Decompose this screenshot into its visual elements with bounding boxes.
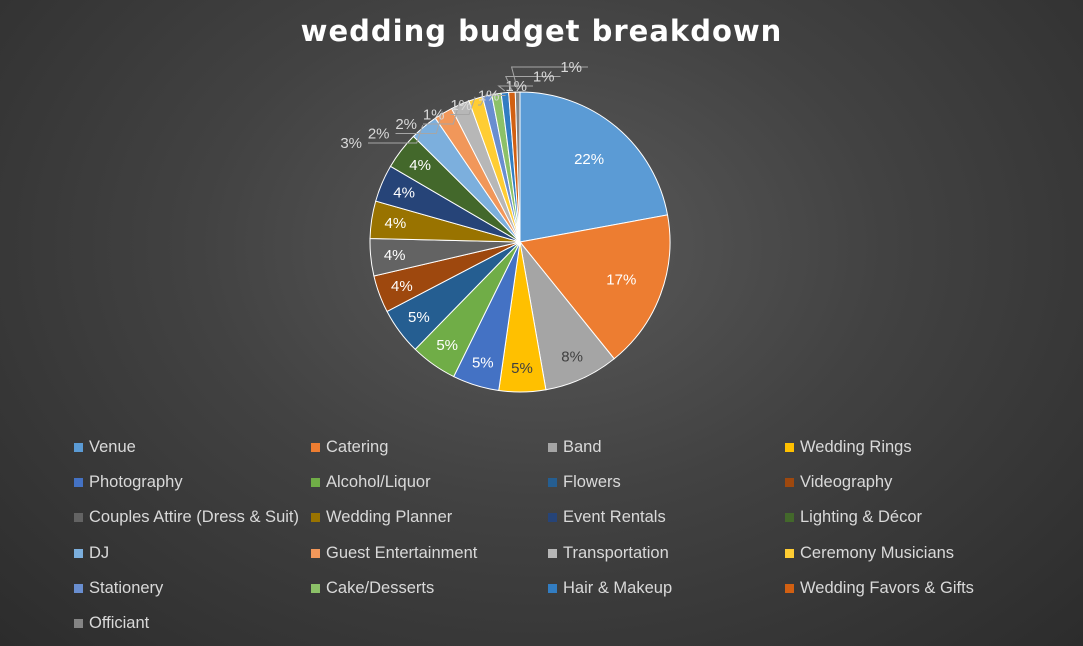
leader-line-ceremony-musicians bbox=[450, 96, 476, 115]
legend-item-videography: Videography bbox=[785, 465, 1022, 500]
data-label-guest-entertainment: 2% bbox=[368, 126, 390, 143]
legend-item-band: Band bbox=[548, 430, 785, 465]
legend-item-officiant: Officiant bbox=[74, 606, 311, 641]
legend-item-guest-entertainment: Guest Entertainment bbox=[311, 536, 548, 571]
legend-swatch bbox=[74, 619, 83, 629]
legend-swatch bbox=[311, 478, 320, 488]
data-label-videography: 4% bbox=[391, 278, 413, 295]
legend-item-transportation: Transportation bbox=[548, 536, 785, 571]
legend-item-flowers: Flowers bbox=[548, 465, 785, 500]
leader-line-guest-entertainment bbox=[395, 111, 443, 134]
data-label-stationery: 1% bbox=[450, 97, 472, 114]
legend-swatch bbox=[785, 583, 794, 593]
pie-slice-officiant bbox=[514, 91, 521, 243]
leader-line-dj bbox=[368, 125, 424, 144]
legend-label: Photography bbox=[89, 473, 183, 492]
data-label-dj: 3% bbox=[340, 135, 362, 152]
legend-label: Guest Entertainment bbox=[326, 543, 478, 562]
legend-label: Alcohol/Liquor bbox=[326, 473, 431, 492]
legend-label: Flowers bbox=[563, 473, 621, 492]
legend-label: Couples Attire (Dress & Suit) bbox=[89, 508, 299, 527]
pie-slice-venue bbox=[519, 91, 669, 243]
data-label-hair-makeup: 1% bbox=[505, 78, 527, 95]
legend-item-hair-makeup: Hair & Makeup bbox=[548, 571, 785, 606]
legend-label: Wedding Favors & Gifts bbox=[800, 578, 974, 597]
legend-label: Venue bbox=[89, 438, 136, 457]
legend-label: Band bbox=[563, 438, 602, 457]
legend-label: DJ bbox=[89, 543, 110, 562]
legend-item-venue: Venue bbox=[74, 430, 311, 465]
legend-swatch bbox=[785, 478, 794, 488]
leader-line-transportation bbox=[423, 102, 460, 125]
legend-swatch bbox=[548, 583, 557, 593]
legend-item-cake-desserts: Cake/Desserts bbox=[311, 571, 548, 606]
legend-swatch bbox=[785, 513, 794, 523]
legend-label: Cake/Desserts bbox=[326, 578, 435, 597]
legend-swatch bbox=[74, 583, 83, 593]
data-label-flowers: 5% bbox=[408, 309, 430, 326]
pie-slice-catering bbox=[519, 214, 671, 360]
legend-item-couples-attire-dress-suit: Couples Attire (Dress & Suit) bbox=[74, 500, 311, 535]
legend-item-ceremony-musicians: Ceremony Musicians bbox=[785, 536, 1022, 571]
legend-item-wedding-favors-gifts: Wedding Favors & Gifts bbox=[785, 571, 1022, 606]
leader-line-wedding-favors-gifts bbox=[505, 76, 561, 91]
legend-swatch bbox=[311, 548, 320, 558]
legend-swatch bbox=[548, 513, 557, 523]
legend-swatch bbox=[548, 443, 557, 453]
legend-label: Officiant bbox=[89, 614, 150, 633]
legend-swatch bbox=[74, 443, 83, 453]
legend-item-event-rentals: Event Rentals bbox=[548, 500, 785, 535]
legend-label: Ceremony Musicians bbox=[800, 543, 955, 562]
legend-label: Stationery bbox=[89, 578, 164, 597]
legend-item-photography: Photography bbox=[74, 465, 311, 500]
leader-line-hair-makeup bbox=[497, 85, 533, 92]
legend-swatch bbox=[311, 513, 320, 523]
legend-swatch bbox=[548, 478, 557, 488]
legend-item-alcohol-liquor: Alcohol/Liquor bbox=[311, 465, 548, 500]
chart-legend: Venue Catering Band Wedding Rings Photograph… bbox=[74, 430, 1034, 641]
data-label-wedding-rings: 5% bbox=[511, 360, 533, 377]
chart-title: wedding budget breakdown bbox=[300, 14, 783, 48]
legend-label: Wedding Rings bbox=[800, 438, 912, 457]
data-label-wedding-favors-gifts: 1% bbox=[533, 69, 555, 86]
legend-label: Lighting & Décor bbox=[800, 508, 922, 527]
legend-label: Hair & Makeup bbox=[563, 578, 673, 597]
legend-swatch bbox=[548, 548, 557, 558]
leader-line-officiant bbox=[510, 66, 588, 91]
legend-label: Event Rentals bbox=[563, 508, 666, 527]
leader-line-cake-desserts bbox=[488, 91, 506, 96]
data-label-catering: 17% bbox=[606, 272, 636, 289]
legend-item-stationery: Stationery bbox=[74, 571, 311, 606]
legend-item-wedding-rings: Wedding Rings bbox=[785, 430, 1022, 465]
data-label-officiant: 1% bbox=[560, 59, 582, 76]
legend-label: Videography bbox=[800, 473, 893, 492]
legend-swatch bbox=[311, 583, 320, 593]
legend-swatch bbox=[74, 513, 83, 523]
legend-swatch bbox=[74, 548, 83, 558]
data-label-couples-attire-dress-suit: 4% bbox=[384, 247, 406, 264]
legend-item-catering: Catering bbox=[311, 430, 548, 465]
legend-item-wedding-planner: Wedding Planner bbox=[311, 500, 548, 535]
data-label-alcohol-liquor: 5% bbox=[436, 337, 458, 354]
data-label-venue: 22% bbox=[574, 151, 604, 168]
data-label-photography: 5% bbox=[472, 354, 494, 371]
data-label-wedding-planner: 4% bbox=[385, 215, 407, 232]
legend-swatch bbox=[785, 443, 794, 453]
pie-chart: 22% 17% 8% 5% 5% 5% 5% 4% 4% 4% 4% 4% 3% 2% 2% 1% 1% 1% 1%… bbox=[340, 59, 671, 393]
leader-line-stationery bbox=[478, 93, 488, 106]
data-label-cake-desserts: 1% bbox=[478, 88, 500, 105]
data-label-transportation: 2% bbox=[395, 116, 417, 133]
data-label-event-rentals: 4% bbox=[393, 185, 415, 202]
legend-swatch bbox=[74, 478, 83, 488]
legend-swatch bbox=[311, 443, 320, 453]
legend-item-dj: DJ bbox=[74, 536, 311, 571]
legend-label: Catering bbox=[326, 438, 389, 457]
legend-label: Transportation bbox=[563, 543, 669, 562]
data-label-ceremony-musicians: 1% bbox=[423, 107, 445, 124]
data-label-lighting-d-cor: 4% bbox=[409, 157, 431, 174]
data-label-band: 8% bbox=[561, 349, 583, 366]
legend-swatch bbox=[785, 548, 794, 558]
legend-item-lighting-d-cor: Lighting & Décor bbox=[785, 500, 1022, 535]
legend-label: Wedding Planner bbox=[326, 508, 453, 527]
